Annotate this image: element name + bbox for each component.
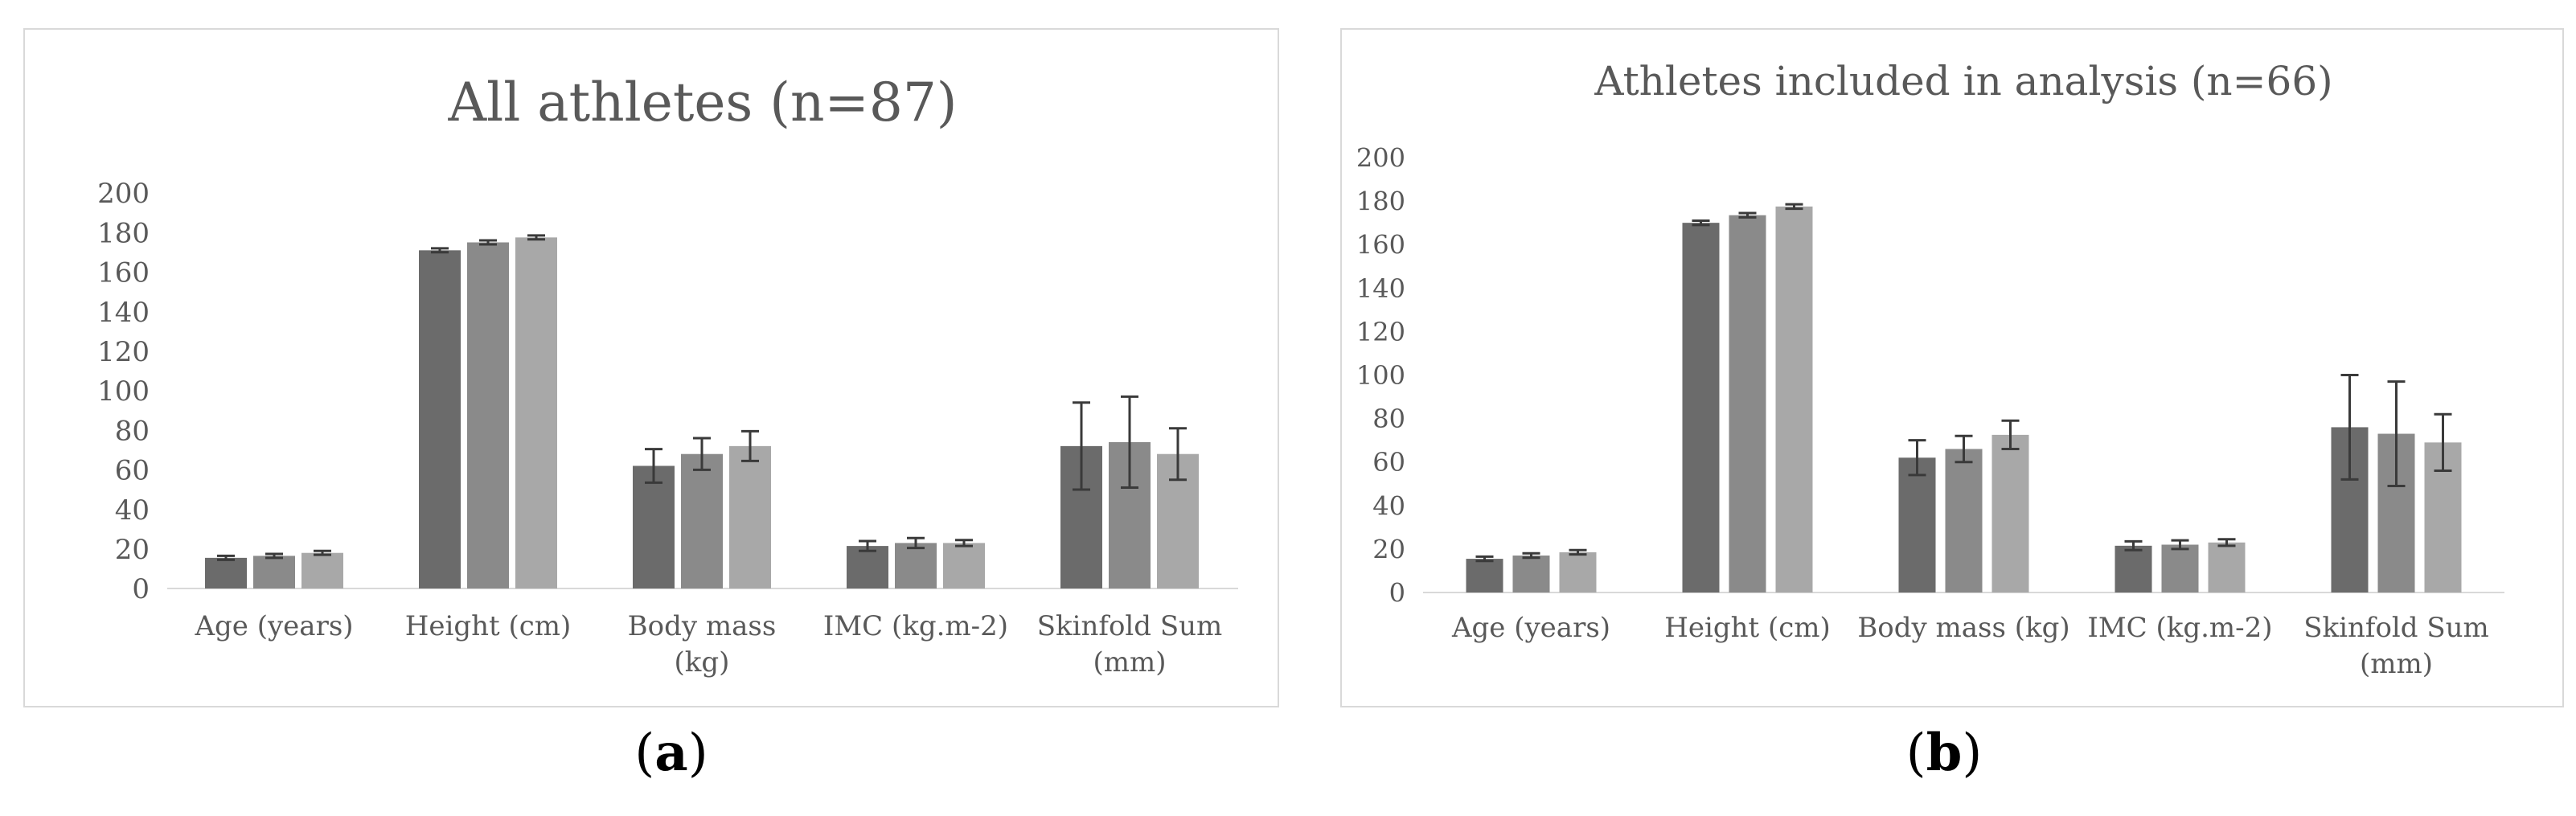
- chart-title: All athletes (n=87): [447, 72, 957, 133]
- x-tick-label: (mm): [1093, 646, 1166, 679]
- bar-series-2: [1945, 449, 1983, 593]
- bar-series-1: [419, 250, 461, 588]
- bar-series-2: [467, 242, 509, 588]
- y-tick-label: 40: [115, 494, 150, 527]
- y-tick-label: 200: [97, 178, 150, 210]
- bar-series-3: [943, 543, 985, 588]
- x-tick-label: (kg): [675, 646, 730, 679]
- panel-label: (a): [634, 723, 708, 783]
- x-tick-label: Age (years): [194, 610, 353, 642]
- bar-series-1: [633, 465, 675, 588]
- bar-series-2: [1512, 556, 1550, 593]
- bar-series-2: [253, 556, 295, 588]
- bar-series-3: [2208, 542, 2246, 593]
- y-tick-label: 60: [115, 455, 150, 487]
- x-tick-label: IMC (kg.m-2): [2087, 612, 2272, 644]
- x-tick-label: Height (cm): [1664, 612, 1831, 644]
- bar-series-2: [2161, 544, 2199, 593]
- x-tick-label: (mm): [2360, 648, 2433, 680]
- bar-series-1: [1466, 559, 1503, 593]
- y-tick-label: 160: [1356, 230, 1405, 260]
- y-tick-label: 160: [97, 257, 150, 289]
- bar-series-1: [1898, 457, 1936, 593]
- x-tick-label: Skinfold Sum: [1037, 610, 1223, 642]
- y-tick-label: 140: [1356, 273, 1405, 304]
- y-tick-label: 100: [97, 375, 150, 408]
- bar-series-1: [1682, 223, 1720, 593]
- y-tick-label: 180: [97, 217, 150, 249]
- x-tick-label: Age (years): [1451, 612, 1610, 644]
- y-tick-label: 200: [1356, 143, 1405, 174]
- chart-panel-1: All athletes (n=87) 0 20 40 60 80 100 120 140 160…: [23, 28, 1279, 783]
- bar-series-2: [1729, 215, 1766, 593]
- bar-series-2: [681, 453, 723, 588]
- chart-frame: [23, 28, 1279, 707]
- x-tick-label: Height (cm): [405, 610, 572, 642]
- y-tick-label: 80: [115, 415, 150, 447]
- y-tick-label: 120: [1356, 317, 1405, 347]
- y-tick-label: 80: [1372, 404, 1405, 434]
- bar-series-1: [847, 546, 888, 588]
- bar-series-3: [1775, 206, 1813, 593]
- y-tick-label: 40: [1372, 490, 1405, 521]
- chart-frame: [1340, 28, 2564, 707]
- x-tick-label: Body mass (kg): [1857, 612, 2069, 644]
- y-tick-label: 20: [115, 534, 150, 566]
- bar-series-3: [1991, 434, 2029, 593]
- y-tick-label: 0: [132, 573, 150, 605]
- bar-series-1: [205, 557, 247, 588]
- bar-series-2: [895, 543, 937, 588]
- x-tick-label: Body mass: [628, 610, 777, 642]
- y-tick-label: 180: [1356, 187, 1405, 217]
- x-tick-label: Skinfold Sum: [2303, 612, 2489, 644]
- y-tick-label: 0: [1389, 578, 1405, 609]
- y-tick-label: 120: [97, 336, 150, 368]
- chart-panel-2: Athletes included in analysis (n=66) 0 20 4…: [1340, 28, 2564, 783]
- y-tick-label: 60: [1372, 447, 1405, 478]
- bar-series-3: [515, 237, 557, 588]
- y-tick-label: 140: [97, 297, 150, 329]
- chart-title: Athletes included in analysis (n=66): [1594, 58, 2332, 105]
- bar-series-3: [729, 445, 771, 588]
- bar-series-3: [1559, 552, 1597, 593]
- panel-label: (b): [1906, 723, 1983, 783]
- bar-series-1: [2115, 545, 2152, 593]
- y-tick-label: 100: [1356, 360, 1405, 391]
- y-tick-label: 20: [1372, 534, 1405, 564]
- x-tick-label: IMC (kg.m-2): [823, 610, 1008, 642]
- bar-series-3: [301, 552, 343, 588]
